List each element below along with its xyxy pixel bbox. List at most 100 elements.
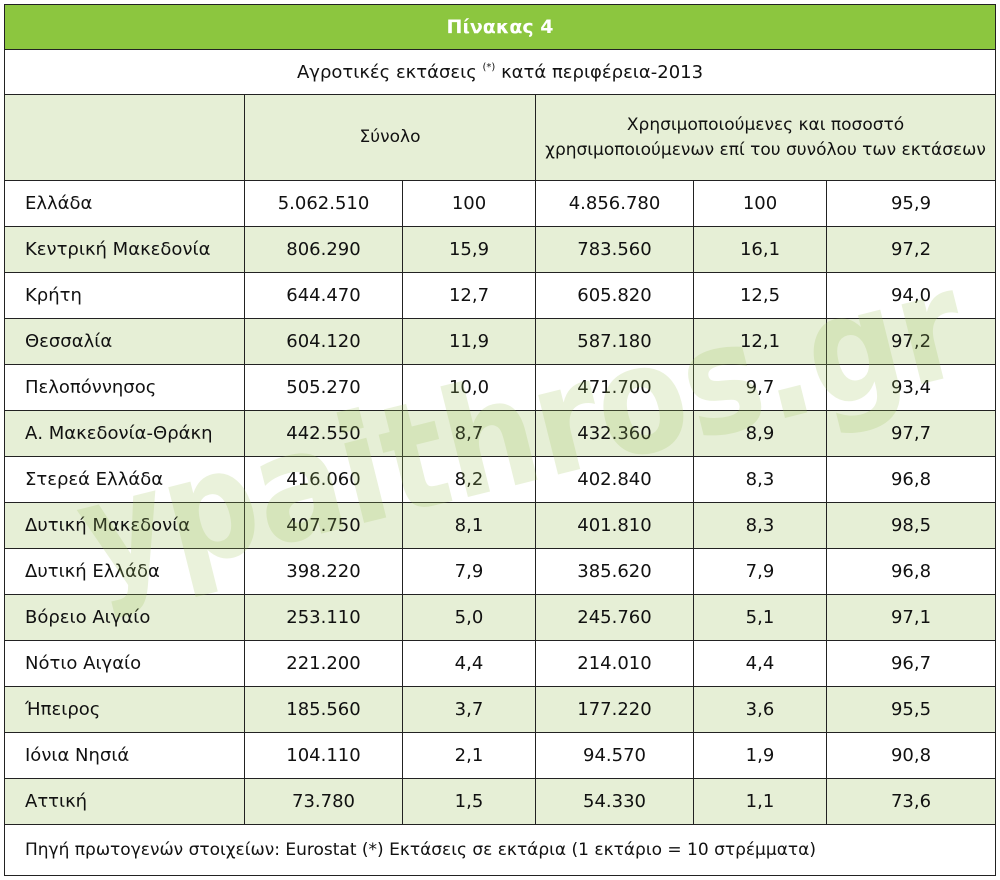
table-row: Ελλάδα 5.062.510 100 4.856.780 100 95,9 xyxy=(4,180,997,227)
cell-total: 604.120 xyxy=(244,318,403,365)
cell-total-pct: 7,9 xyxy=(402,548,536,595)
cell-region: Δυτική Ελλάδα xyxy=(4,548,245,595)
cell-total: 73.780 xyxy=(244,778,403,825)
cell-used: 54.330 xyxy=(535,778,694,825)
cell-region: Πελοπόννησος xyxy=(4,364,245,411)
cell-total: 185.560 xyxy=(244,686,403,733)
cell-total-pct: 8,2 xyxy=(402,456,536,503)
cell-total-pct: 12,7 xyxy=(402,272,536,319)
cell-share: 96,8 xyxy=(825,548,997,595)
cell-total: 416.060 xyxy=(244,456,403,503)
cell-total-pct: 8,1 xyxy=(402,502,536,549)
table-row: Δυτική Μακεδονία 407.750 8,1 401.810 8,3 98,5 xyxy=(4,502,997,549)
cell-used-pct: 1,9 xyxy=(693,732,827,779)
cell-share: 90,8 xyxy=(825,732,997,779)
table-row: Α. Μακεδονία-Θράκη 442.550 8,7 432.360 8,9 97… xyxy=(4,410,997,457)
table-header-row: Σύνολο Χρησιμοποιούμενες και ποσοστό χρη… xyxy=(4,94,997,181)
cell-share: 97,7 xyxy=(825,410,997,457)
cell-used: 605.820 xyxy=(535,272,694,319)
cell-total-pct: 2,1 xyxy=(402,732,536,779)
cell-share: 97,2 xyxy=(825,318,997,365)
cell-total-pct: 5,0 xyxy=(402,594,536,641)
cell-region: Στερεά Ελλάδα xyxy=(4,456,245,503)
cell-total-pct: 11,9 xyxy=(402,318,536,365)
subtitle-main: Αγροτικές εκτάσεις xyxy=(296,61,477,83)
cell-total: 221.200 xyxy=(244,640,403,687)
table-subtitle-row: Αγροτικές εκτάσεις (*) κατά περιφέρεια-2… xyxy=(3,49,997,95)
cell-share: 93,4 xyxy=(825,364,997,411)
cell-region: Κεντρική Μακεδονία xyxy=(4,226,245,273)
table-footer: Πηγή πρωτογενών στοιχείων: Eurostat (*) … xyxy=(3,824,997,876)
cell-used: 783.560 xyxy=(535,226,694,273)
cell-used: 385.620 xyxy=(535,548,694,595)
cell-total-pct: 8,7 xyxy=(402,410,536,457)
cell-used-pct: 9,7 xyxy=(693,364,827,411)
cell-total: 644.470 xyxy=(244,272,403,319)
cell-total-pct: 4,4 xyxy=(402,640,536,687)
table-footer-row: Πηγή πρωτογενών στοιχείων: Eurostat (*) … xyxy=(3,824,997,876)
cell-region: Ιόνια Νησιά xyxy=(4,732,245,779)
table-title-row: Πίνακας 4 xyxy=(3,4,997,50)
cell-region: Δυτική Μακεδονία xyxy=(4,502,245,549)
cell-used: 402.840 xyxy=(535,456,694,503)
cell-share: 95,5 xyxy=(825,686,997,733)
cell-share: 96,7 xyxy=(825,640,997,687)
cell-used-pct: 1,1 xyxy=(693,778,827,825)
cell-used-pct: 7,9 xyxy=(693,548,827,595)
cell-total: 442.550 xyxy=(244,410,403,457)
cell-share: 96,8 xyxy=(825,456,997,503)
cell-share: 95,9 xyxy=(825,180,997,227)
cell-total-pct: 15,9 xyxy=(402,226,536,273)
cell-total: 104.110 xyxy=(244,732,403,779)
cell-total-pct: 3,7 xyxy=(402,686,536,733)
subtitle-footnote-mark: (*) xyxy=(482,61,496,73)
cell-share: 94,0 xyxy=(825,272,997,319)
cell-region: Ήπειρος xyxy=(4,686,245,733)
cell-total: 407.750 xyxy=(244,502,403,549)
cell-region: Α. Μακεδονία-Θράκη xyxy=(4,410,245,457)
table-row: Δυτική Ελλάδα 398.220 7,9 385.620 7,9 96,8 xyxy=(4,548,997,595)
cell-used-pct: 5,1 xyxy=(693,594,827,641)
cell-total: 253.110 xyxy=(244,594,403,641)
cell-used: 4.856.780 xyxy=(535,180,694,227)
cell-total-pct: 10,0 xyxy=(402,364,536,411)
table-row: Στερεά Ελλάδα 416.060 8,2 402.840 8,3 96,8 xyxy=(4,456,997,503)
cell-used-pct: 16,1 xyxy=(693,226,827,273)
table-row: Θεσσαλία 604.120 11,9 587.180 12,1 97,2 xyxy=(4,318,997,365)
header-empty-cell xyxy=(4,94,245,181)
cell-total-pct: 100 xyxy=(402,180,536,227)
table-row: Κεντρική Μακεδονία 806.290 15,9 783.560 16,1… xyxy=(4,226,997,273)
table-row: Βόρειο Αιγαίο 253.110 5,0 245.760 5,1 97,1 xyxy=(4,594,997,641)
cell-region: Βόρειο Αιγαίο xyxy=(4,594,245,641)
cell-total-pct: 1,5 xyxy=(402,778,536,825)
table-row: Νότιο Αιγαίο 221.200 4,4 214.010 4,4 96,7 xyxy=(4,640,997,687)
table-row: Ήπειρος 185.560 3,7 177.220 3,6 95,5 xyxy=(4,686,997,733)
cell-region: Κρήτη xyxy=(4,272,245,319)
table-row: Πελοπόννησος 505.270 10,0 471.700 9,7 93,4 xyxy=(4,364,997,411)
table-container: Πίνακας 4 Αγροτικές εκτάσεις (*) κατά πε… xyxy=(3,4,997,876)
cell-used-pct: 8,3 xyxy=(693,456,827,503)
cell-used: 401.810 xyxy=(535,502,694,549)
cell-total: 806.290 xyxy=(244,226,403,273)
cell-share: 73,6 xyxy=(825,778,997,825)
cell-used-pct: 12,5 xyxy=(693,272,827,319)
cell-region: Νότιο Αιγαίο xyxy=(4,640,245,687)
cell-used-pct: 8,3 xyxy=(693,502,827,549)
cell-share: 98,5 xyxy=(825,502,997,549)
table-title: Πίνακας 4 xyxy=(3,4,997,50)
cell-used: 245.760 xyxy=(535,594,694,641)
header-used-line1: Χρησιμοποιούμενες και ποσοστό xyxy=(626,114,905,135)
agricultural-land-table: Πίνακας 4 Αγροτικές εκτάσεις (*) κατά πε… xyxy=(3,4,997,876)
cell-share: 97,1 xyxy=(825,594,997,641)
cell-used-pct: 4,4 xyxy=(693,640,827,687)
cell-total: 398.220 xyxy=(244,548,403,595)
cell-used: 214.010 xyxy=(535,640,694,687)
header-used: Χρησιμοποιούμενες και ποσοστό χρησιμοποι… xyxy=(534,94,997,181)
cell-used-pct: 3,6 xyxy=(693,686,827,733)
cell-share: 97,2 xyxy=(825,226,997,273)
cell-used: 94.570 xyxy=(535,732,694,779)
cell-used-pct: 12,1 xyxy=(693,318,827,365)
cell-used: 471.700 xyxy=(535,364,694,411)
cell-region: Αττική xyxy=(4,778,245,825)
header-total: Σύνολο xyxy=(244,94,536,181)
